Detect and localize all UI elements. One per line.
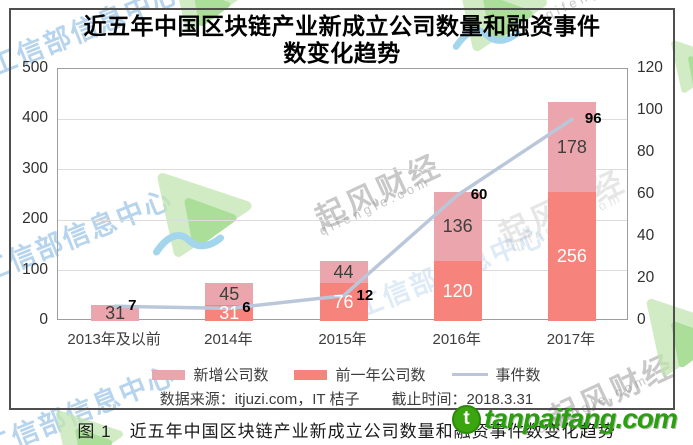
y-axis-tick-label: 200 xyxy=(22,210,48,228)
source-row: 数据来源：itjuzi.com，IT 桔子 截止时间：2018.3.31 xyxy=(0,388,693,409)
gridline xyxy=(58,118,627,120)
y-axis-tick-label: 80 xyxy=(637,143,655,160)
bar-value-label: 136 xyxy=(442,216,473,237)
bar-segment-new-companies xyxy=(91,305,140,321)
x-axis-label: 2014年 xyxy=(204,331,253,348)
bar-segment-new-companies xyxy=(205,282,254,306)
qifeng-logo-icon xyxy=(153,173,252,257)
legend-item-new-companies: 新增公司数 xyxy=(152,364,268,385)
legend-item-events: 事件数 xyxy=(451,364,541,385)
y-axis-tick-label: 60 xyxy=(637,185,655,202)
legend-label: 事件数 xyxy=(495,367,541,384)
legend-swatch-prev-year-companies xyxy=(294,369,328,380)
bar-value-label: 76 xyxy=(333,291,354,312)
plot-area: 31 31 45 76 44 120 136 256 178 7 6 12 60 96 xyxy=(57,68,629,324)
trend-line xyxy=(113,117,574,311)
y-axis-tick-label: 400 xyxy=(22,109,48,127)
bar-segment-prev-year-companies xyxy=(433,260,482,321)
bar-segment-new-companies xyxy=(433,192,482,261)
bar-segment-prev-year-companies xyxy=(547,191,596,321)
y-axis-tick-label: 100 xyxy=(637,101,663,118)
legend-item-prev-year-companies: 前一年公司数 xyxy=(294,364,426,385)
qifeng-logo-icon xyxy=(56,410,123,445)
legend-label: 新增公司数 xyxy=(193,367,269,384)
y-axis-tick-label: 0 xyxy=(637,311,646,328)
chart-title-line2: 数变化趋势 xyxy=(283,40,401,66)
bar-value-label: 31 xyxy=(105,303,126,324)
line-value-label: 12 xyxy=(356,286,374,304)
y-axis-tick-label: 120 xyxy=(637,59,663,76)
y-axis-tick-label: 300 xyxy=(22,159,48,177)
chart-title-line1: 近五年中国区块链产业新成立公司数量和融资事件 xyxy=(83,13,601,39)
watermark-tanpaifang: t tanpaifang.com xyxy=(452,403,678,435)
line-value-label: 7 xyxy=(128,297,137,315)
gridline xyxy=(58,169,627,171)
bar-segment-prev-year-companies xyxy=(319,282,368,321)
bar-value-label: 120 xyxy=(442,280,473,301)
chart-title: 近五年中国区块链产业新成立公司数量和融资事件 数变化趋势 xyxy=(9,13,675,67)
line-value-label: 60 xyxy=(470,186,488,203)
y-axis-tick-label: 100 xyxy=(22,260,48,278)
y-axis-tick-label: 40 xyxy=(637,227,655,244)
legend: 新增公司数 前一年公司数 事件数 xyxy=(0,364,693,385)
x-axis: 2013年及以前 2014年 2015年 2016年 2017年 xyxy=(57,328,628,350)
bar-value-label: 256 xyxy=(556,246,587,267)
tanpaifang-icon: t xyxy=(452,404,481,434)
line-value-label: 6 xyxy=(242,299,251,317)
y-axis-tick-label: 0 xyxy=(39,311,48,328)
x-axis-label: 2015年 xyxy=(318,331,367,348)
y-axis-tick-label: 20 xyxy=(637,269,655,286)
bar-segment-new-companies xyxy=(547,102,596,192)
bar-value-label: 178 xyxy=(556,137,587,158)
gridline xyxy=(58,219,627,221)
y-axis-tick-label: 500 xyxy=(22,59,48,76)
tanpaifang-url-text: tanpaifang.com xyxy=(484,403,678,434)
bar-value-label: 31 xyxy=(219,303,240,324)
trend-line-layer xyxy=(113,117,574,311)
x-axis-label: 2016年 xyxy=(432,331,481,348)
data-source-note: 数据来源：itjuzi.com，IT 桔子 xyxy=(159,391,360,408)
x-axis-label: 2013年及以前 xyxy=(67,331,161,348)
qifeng-logo-icon xyxy=(646,298,693,376)
bar-value-label: 44 xyxy=(333,261,354,282)
legend-swatch-new-companies xyxy=(152,369,186,380)
x-axis-label: 2017年 xyxy=(546,331,596,348)
figure-caption: 图 1 近五年中国区块链产业新成立公司数量和融资事件数变化趋势 xyxy=(77,422,616,441)
legend-label: 前一年公司数 xyxy=(335,367,426,384)
bar-segment-new-companies xyxy=(319,260,368,283)
bar-value-label: 45 xyxy=(219,284,240,305)
line-value-label: 96 xyxy=(584,110,602,128)
chart-border-box xyxy=(9,8,675,410)
cutoff-date-note: 截止时间：2018.3.31 xyxy=(391,391,534,408)
legend-swatch-events-line xyxy=(451,373,488,376)
qifeng-logo-icon xyxy=(671,40,693,93)
bars-layer: 31 31 45 76 44 120 136 256 178 7 6 12 60 96 xyxy=(58,69,629,324)
